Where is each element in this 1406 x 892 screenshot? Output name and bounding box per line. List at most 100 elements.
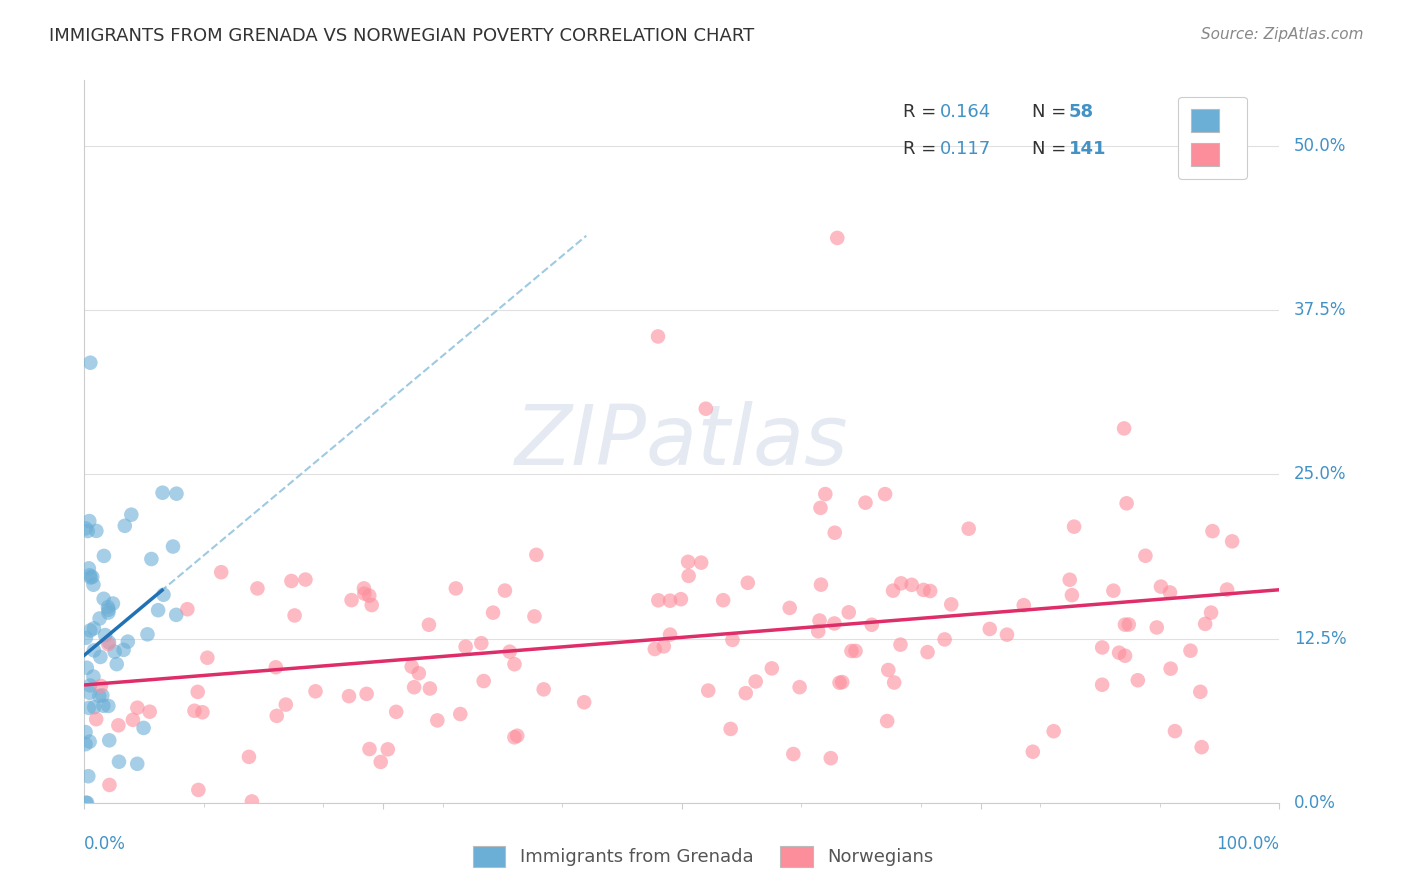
Norwegians xyxy=(359,589,381,603)
Immigrants from Grenada xyxy=(75,737,97,751)
Text: Source: ZipAtlas.com: Source: ZipAtlas.com xyxy=(1201,27,1364,42)
Norwegians xyxy=(494,583,516,598)
Immigrants from Grenada xyxy=(136,627,159,641)
Norwegians xyxy=(890,576,912,591)
Text: 50.0%: 50.0% xyxy=(1294,137,1346,155)
Norwegians xyxy=(647,593,669,607)
Immigrants from Grenada xyxy=(132,721,155,735)
Norwegians xyxy=(353,582,375,596)
Immigrants from Grenada xyxy=(97,698,120,713)
Norwegians xyxy=(824,525,846,540)
Immigrants from Grenada xyxy=(108,755,131,769)
Immigrants from Grenada xyxy=(79,570,101,584)
Norwegians xyxy=(734,686,756,700)
Norwegians xyxy=(844,644,866,658)
Norwegians xyxy=(877,663,900,677)
Norwegians xyxy=(404,680,426,694)
Immigrants from Grenada xyxy=(76,661,98,675)
Norwegians xyxy=(506,729,529,743)
Norwegians xyxy=(957,522,980,536)
Norwegians xyxy=(337,689,360,703)
Immigrants from Grenada xyxy=(89,689,111,703)
Text: R =: R = xyxy=(903,103,942,121)
Norwegians xyxy=(523,609,546,624)
Norwegians xyxy=(900,578,922,592)
Norwegians xyxy=(264,660,287,674)
Text: ZIPatlas: ZIPatlas xyxy=(515,401,849,482)
Immigrants from Grenada xyxy=(83,643,105,657)
Immigrants from Grenada xyxy=(97,600,120,615)
Immigrants from Grenada xyxy=(75,796,97,810)
Immigrants from Grenada xyxy=(77,769,100,783)
Immigrants from Grenada xyxy=(141,552,163,566)
Norwegians xyxy=(98,778,121,792)
Norwegians xyxy=(912,582,935,597)
Text: IMMIGRANTS FROM GRENADA VS NORWEGIAN POVERTY CORRELATION CHART: IMMIGRANTS FROM GRENADA VS NORWEGIAN POV… xyxy=(49,27,755,45)
Norwegians xyxy=(385,705,408,719)
Immigrants from Grenada xyxy=(162,540,184,554)
Immigrants from Grenada xyxy=(127,756,149,771)
Norwegians xyxy=(1060,588,1083,602)
Norwegians xyxy=(408,666,430,681)
Norwegians xyxy=(1042,724,1064,739)
Norwegians xyxy=(1160,662,1182,676)
Norwegians xyxy=(1063,519,1085,533)
Norwegians xyxy=(810,577,832,591)
Norwegians xyxy=(240,794,263,808)
Legend: Immigrants from Grenada, Norwegians: Immigrants from Grenada, Norwegians xyxy=(465,838,941,874)
Norwegians xyxy=(807,624,830,639)
Norwegians xyxy=(1216,582,1239,597)
Norwegians xyxy=(841,644,863,658)
Norwegians xyxy=(1201,524,1223,538)
Immigrants from Grenada xyxy=(76,796,98,810)
Text: N =: N = xyxy=(1032,139,1071,158)
Norwegians xyxy=(889,638,911,652)
Immigrants from Grenada xyxy=(82,578,104,592)
Norwegians xyxy=(855,496,877,510)
Immigrants from Grenada xyxy=(86,524,108,538)
Norwegians xyxy=(697,683,720,698)
Norwegians xyxy=(377,742,399,756)
Immigrants from Grenada xyxy=(79,568,101,582)
Norwegians xyxy=(659,627,682,641)
Norwegians xyxy=(1102,583,1125,598)
Norwegians xyxy=(1118,617,1140,632)
Norwegians xyxy=(721,632,744,647)
Immigrants from Grenada xyxy=(97,603,120,617)
Norwegians xyxy=(676,555,699,569)
Text: 37.5%: 37.5% xyxy=(1294,301,1347,319)
Norwegians xyxy=(1114,421,1136,435)
Text: 0.0%: 0.0% xyxy=(84,835,127,854)
Norwegians xyxy=(90,679,112,693)
Immigrants from Grenada xyxy=(117,634,139,648)
Norwegians xyxy=(284,608,307,623)
Norwegians xyxy=(470,636,492,650)
Immigrants from Grenada xyxy=(114,518,136,533)
Norwegians xyxy=(1114,617,1136,632)
Norwegians xyxy=(176,602,198,616)
Immigrants from Grenada xyxy=(112,642,135,657)
Norwegians xyxy=(823,616,845,631)
Norwegians xyxy=(1091,678,1114,692)
Norwegians xyxy=(209,565,232,579)
Norwegians xyxy=(274,698,297,712)
Text: 141: 141 xyxy=(1069,139,1107,158)
Norwegians xyxy=(1199,606,1222,620)
Norwegians xyxy=(711,593,734,607)
Text: R =: R = xyxy=(903,139,942,158)
Immigrants from Grenada xyxy=(79,686,101,700)
Text: 0.117: 0.117 xyxy=(941,139,991,158)
Norwegians xyxy=(359,742,381,756)
Immigrants from Grenada xyxy=(79,734,101,748)
Norwegians xyxy=(808,614,831,628)
Norwegians xyxy=(995,627,1018,641)
Norwegians xyxy=(454,640,477,654)
Immigrants from Grenada xyxy=(104,645,127,659)
Norwegians xyxy=(1114,648,1136,663)
Norwegians xyxy=(572,695,595,709)
Norwegians xyxy=(814,487,837,501)
Norwegians xyxy=(183,704,205,718)
Norwegians xyxy=(187,685,209,699)
Norwegians xyxy=(84,712,107,726)
Immigrants from Grenada xyxy=(97,635,120,649)
